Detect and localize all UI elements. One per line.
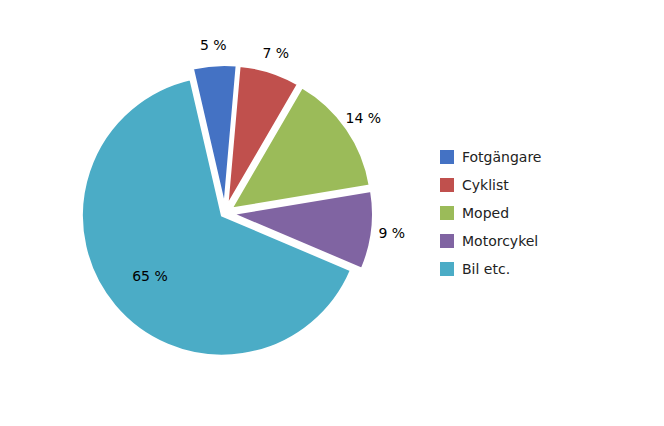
legend-swatch: [440, 234, 454, 248]
data-label: 9 %: [378, 225, 405, 241]
data-label: 14 %: [345, 110, 381, 126]
data-label: 5 %: [200, 37, 227, 53]
legend-label: Motorcykel: [462, 233, 538, 249]
legend-swatch: [440, 206, 454, 220]
data-label: 7 %: [262, 45, 289, 61]
slice: [232, 87, 370, 208]
legend-label: Moped: [462, 205, 509, 221]
legend: Fotgängare Cyklist Moped Motorcykel Bil etc.: [440, 149, 541, 277]
data-labels: 5 % 7 % 14 % 9 % 65 %: [132, 37, 405, 284]
slice: [82, 79, 351, 355]
legend-label: Cyklist: [462, 177, 509, 193]
legend-swatch: [440, 150, 454, 164]
legend-label: Fotgängare: [462, 149, 541, 165]
legend-swatch: [440, 262, 454, 276]
legend-swatch: [440, 178, 454, 192]
legend-label: Bil etc.: [462, 261, 510, 277]
chart: 5 % 7 % 14 % 9 % 65 % Fotgängare Cyklist Moped M…: [0, 0, 664, 426]
data-label: 65 %: [132, 268, 168, 284]
pie: [82, 65, 373, 356]
